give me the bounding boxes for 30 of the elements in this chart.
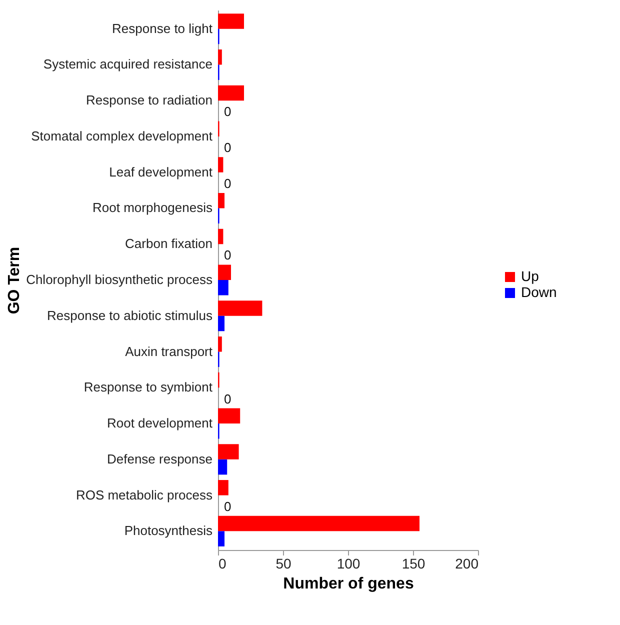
- y-tick-label: Leaf development: [109, 164, 213, 180]
- data-label: 0: [224, 104, 232, 120]
- x-tick-label: 100: [336, 556, 360, 572]
- y-tick-label: Carbon fixation: [125, 236, 212, 252]
- y-axis-title: GO Term: [6, 246, 24, 314]
- y-tick-label: Photosynthesis: [124, 523, 213, 538]
- y-tick-label: Response to symbiont: [84, 380, 213, 395]
- y-tick-label: Root development: [106, 416, 213, 431]
- data-label: 0: [224, 391, 232, 406]
- y-tick-label: Response to light: [112, 20, 213, 36]
- data-label: 0: [224, 498, 232, 514]
- legend-label: Down: [521, 284, 557, 300]
- x-tick-label: 0: [218, 556, 226, 572]
- y-tick-label: Stomatal complex development: [31, 128, 213, 144]
- y-tick-label: Chlorophyll biosynthetic process: [26, 272, 213, 287]
- y-tick-label: Response to abiotic stimulus: [47, 308, 213, 323]
- data-label: 0: [224, 176, 232, 191]
- x-tick-label: 50: [276, 556, 292, 572]
- y-tick-label: Root morphogenesis: [92, 200, 213, 216]
- x-tick-label: 200: [455, 556, 479, 572]
- x-axis-title: Number of genes: [283, 576, 414, 592]
- y-tick-label: Defense response: [106, 451, 212, 466]
- data-label: 0: [224, 140, 232, 156]
- y-tick-label: Response to radiation: [86, 92, 212, 108]
- legend-label: Up: [521, 268, 540, 284]
- x-tick-label: 150: [402, 556, 426, 572]
- y-tick-label: Systemic acquired resistance: [43, 56, 212, 72]
- data-label: 0: [224, 248, 232, 263]
- y-tick-label: Auxin transport: [125, 344, 213, 359]
- y-tick-label: ROS metabolic process: [76, 487, 213, 502]
